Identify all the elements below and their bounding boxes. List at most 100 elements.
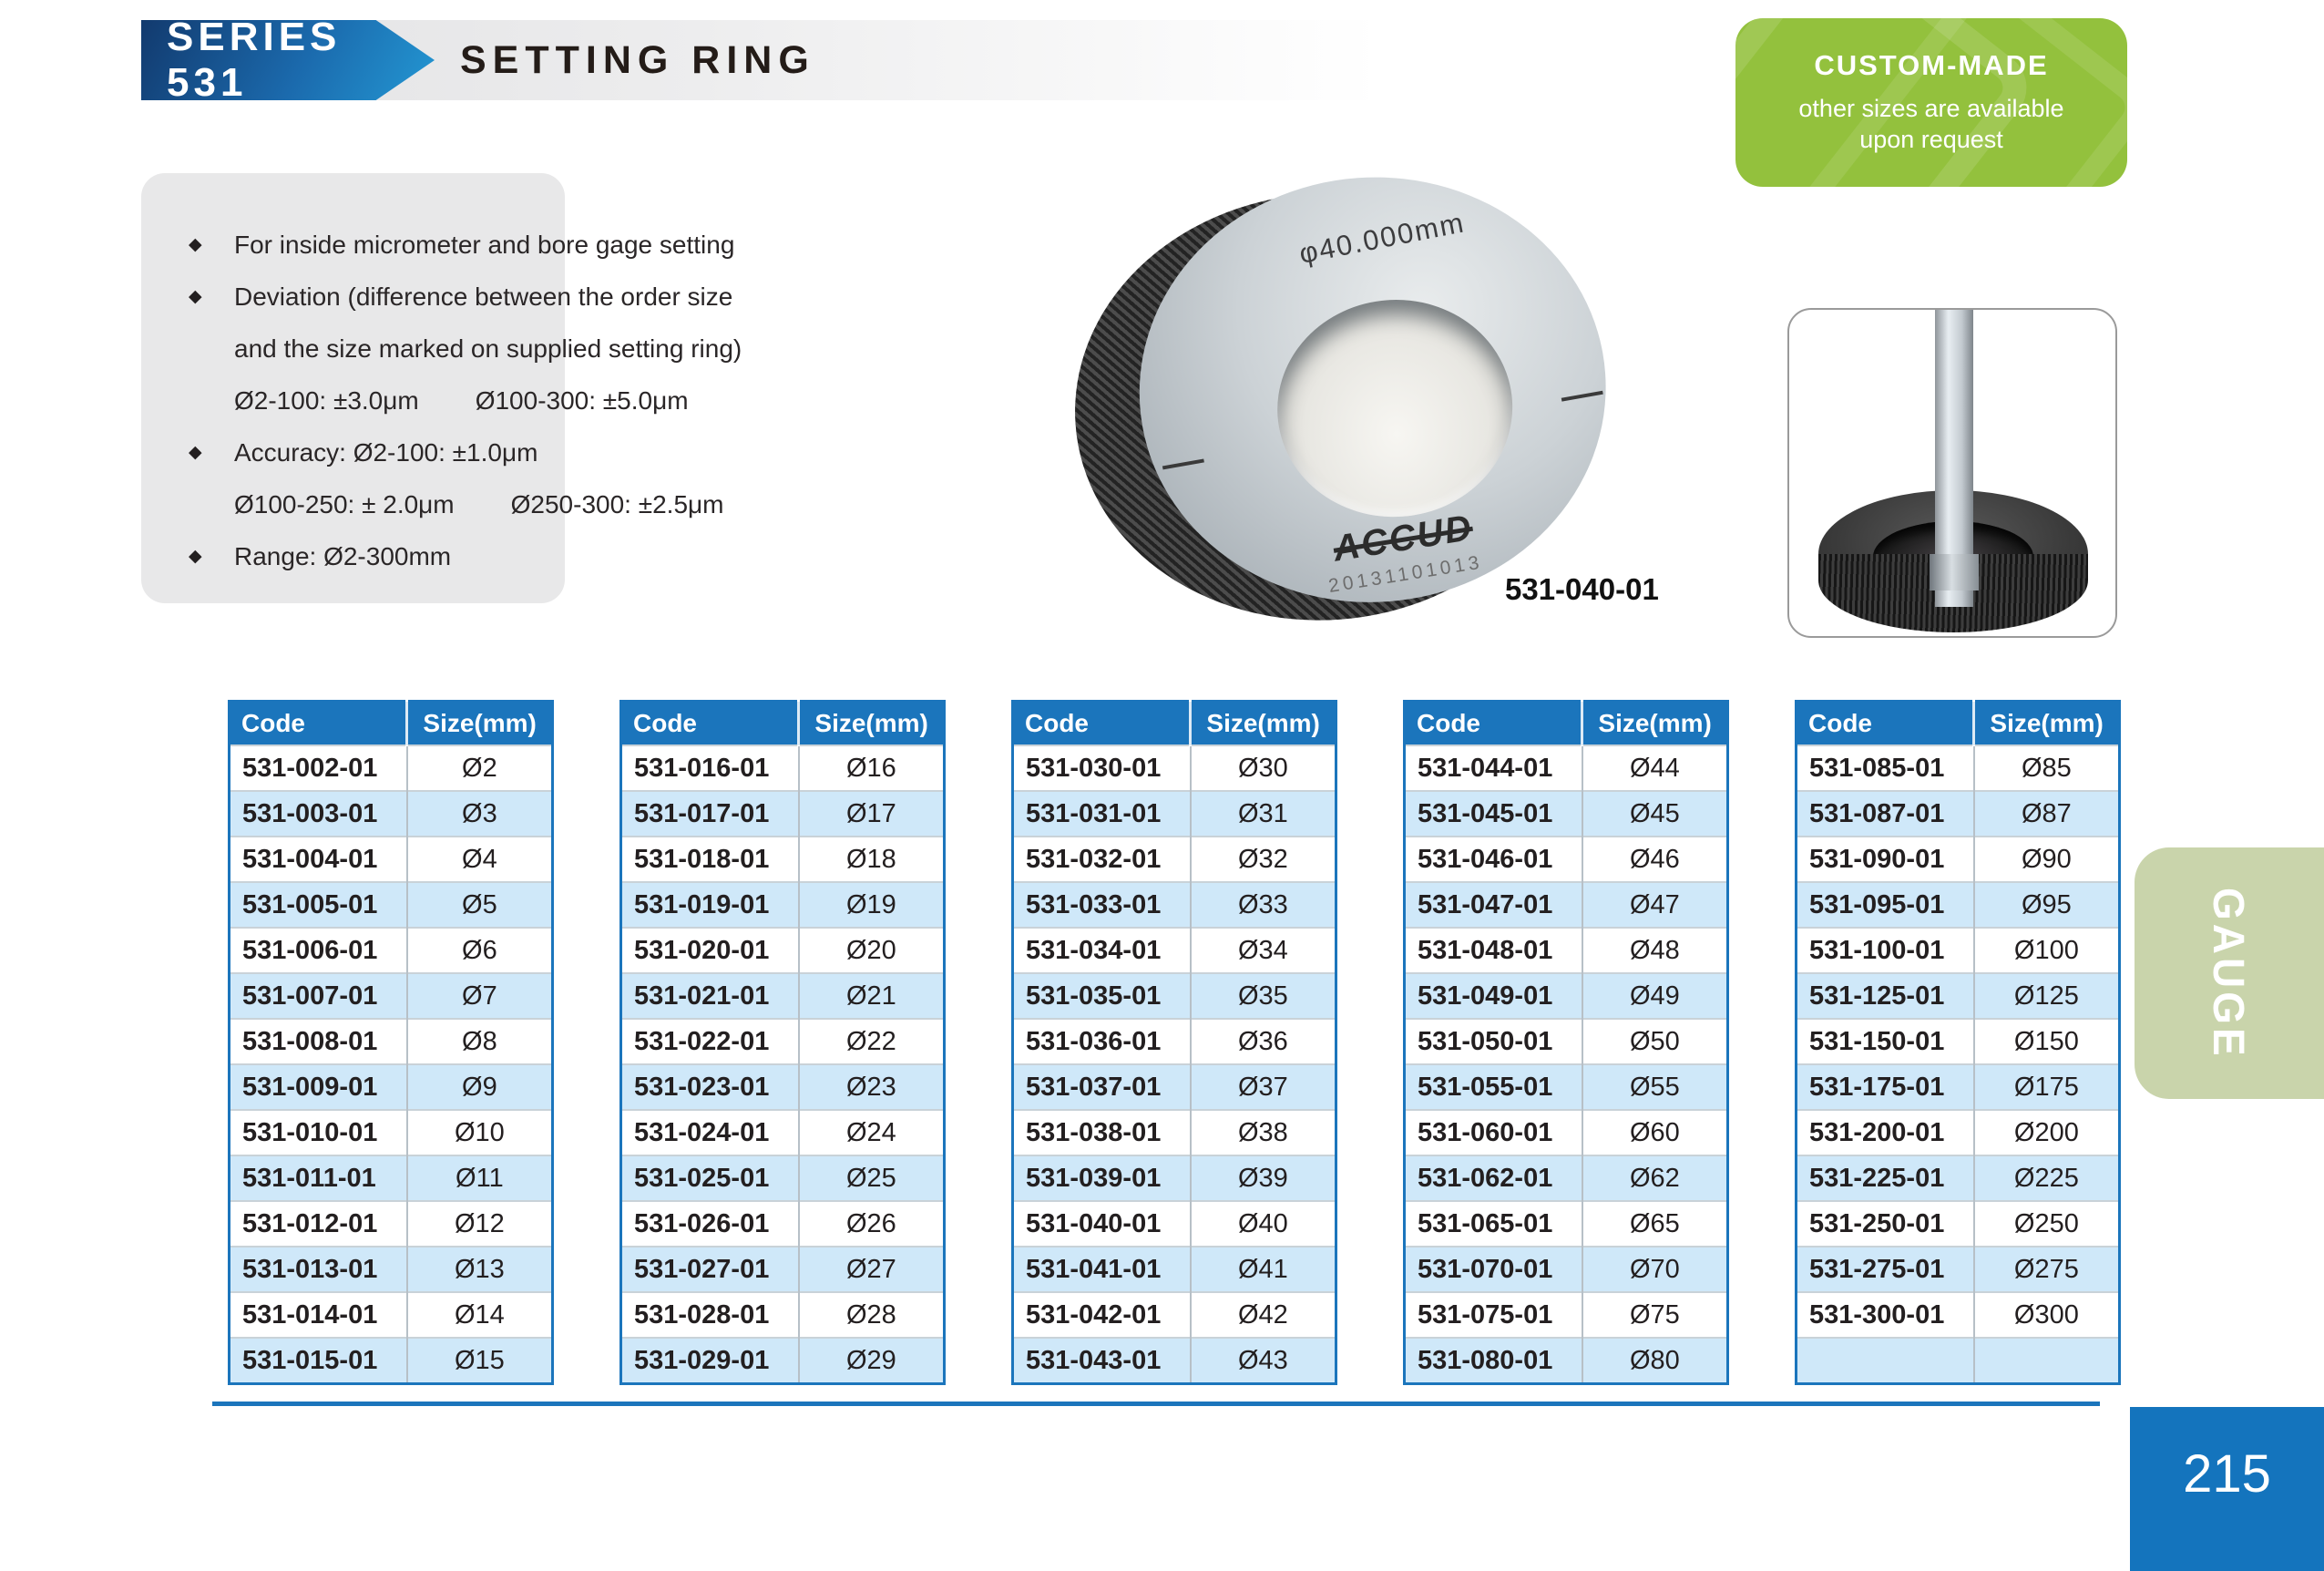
diamond-bullet-icon: ◆ [189,287,202,306]
size-cell: Ø31 [1189,790,1336,837]
code-cell: 531-005-01 [229,881,407,928]
table-row: 531-080-01 Ø80 [1404,1337,1728,1384]
code-cell: 531-020-01 [620,927,799,973]
diamond-bullet-icon: ◆ [189,443,202,462]
code-cell: 531-011-01 [229,1155,407,1201]
table-row: 531-027-01 Ø27 [620,1246,945,1292]
table-row: 531-085-01 Ø85 [1796,744,2120,791]
code-cell: 531-010-01 [229,1109,407,1155]
series-label: SERIES 531 [167,15,342,105]
size-cell: Ø44 [1581,744,1728,791]
table-row: 531-032-01 Ø32 [1012,836,1336,882]
code-cell: 531-043-01 [1012,1337,1191,1384]
code-cell: 531-041-01 [1012,1246,1191,1292]
diamond-bullet-icon: ◆ [189,235,202,254]
column-header: Size(mm) [1581,701,1728,745]
code-cell: 531-095-01 [1796,881,1974,928]
table-row: 531-007-01 Ø7 [229,972,553,1019]
feature-text: Accuracy: Ø2-100: ±1.0μm [234,438,538,467]
feature-line: and the size marked on supplied setting … [183,323,742,375]
table-row: 531-062-01 Ø62 [1404,1155,1728,1201]
column-header: Size(mm) [797,701,945,745]
code-cell: 531-031-01 [1012,790,1191,837]
table-row: 531-025-01 Ø25 [620,1155,945,1201]
code-cell: 531-062-01 [1404,1155,1582,1201]
table-row: 531-010-01 Ø10 [229,1109,553,1155]
feature-line: ◆ For inside micrometer and bore gage set… [183,219,734,271]
size-cell: Ø47 [1581,881,1728,928]
table-row: 531-275-01 Ø275 [1796,1246,2120,1292]
size-cell: Ø80 [1581,1337,1728,1384]
size-cell: Ø19 [797,881,945,928]
code-cell: 531-047-01 [1404,881,1582,928]
size-cell: Ø16 [797,744,945,791]
size-cell: Ø8 [405,1018,553,1064]
size-cell: Ø17 [797,790,945,837]
column-header: Code [1796,701,1974,745]
size-cell: Ø4 [405,836,553,882]
code-cell: 531-080-01 [1404,1337,1582,1384]
table-row: 531-037-01 Ø37 [1012,1063,1336,1110]
size-cell: Ø48 [1581,927,1728,973]
code-cell: 531-225-01 [1796,1155,1974,1201]
table-row: 531-100-01 Ø100 [1796,927,2120,973]
table-row: 531-150-01 Ø150 [1796,1018,2120,1064]
code-cell: 531-008-01 [229,1018,407,1064]
code-cell: 531-087-01 [1796,790,1974,837]
table-row: 531-030-01 Ø30 [1012,744,1336,791]
column-header: Code [620,701,799,745]
gauge-side-tab: GAUGE [2135,847,2324,1099]
page-number: 215 [2183,1444,2271,1504]
gauge-tab-label: GAUGE [2204,887,2255,1060]
size-cell: Ø37 [1189,1063,1336,1110]
table-row: 531-021-01 Ø21 [620,972,945,1019]
size-cell: Ø6 [405,927,553,973]
page-title: SETTING RING [460,37,815,82]
table-header-row: Code Size(mm) [229,701,553,745]
size-cell: Ø2 [405,744,553,791]
table-row: 531-046-01 Ø46 [1404,836,1728,882]
features-list: ◆ For inside micrometer and bore gage set… [183,219,742,582]
size-cell: Ø41 [1189,1246,1336,1292]
size-cell: Ø24 [797,1109,945,1155]
size-cell: Ø36 [1189,1018,1336,1064]
code-cell: 531-150-01 [1796,1018,1974,1064]
size-cell: Ø28 [797,1291,945,1338]
size-cell: Ø150 [1972,1018,2120,1064]
size-cell: Ø95 [1972,881,2120,928]
features-panel: ◆ For inside micrometer and bore gage set… [141,173,742,603]
code-cell: 531-100-01 [1796,927,1974,973]
code-cell: 531-049-01 [1404,972,1582,1019]
table-row: 531-038-01 Ø38 [1012,1109,1336,1155]
code-cell: 531-275-01 [1796,1246,1974,1292]
table-row: 531-055-01 Ø55 [1404,1063,1728,1110]
feature-text: Ø2-100: ±3.0μm [234,386,419,415]
size-cell: Ø46 [1581,836,1728,882]
code-cell: 531-013-01 [229,1246,407,1292]
code-cell: 531-040-01 [1012,1200,1191,1247]
code-cell: 531-030-01 [1012,744,1191,791]
table-header-row: Code Size(mm) [620,701,945,745]
spec-table: Code Size(mm) 531-002-01 Ø2 531-003-01 Ø3 531-… [228,700,554,1385]
table-row: 531-250-01 Ø250 [1796,1200,2120,1247]
table-row: 531-039-01 Ø39 [1012,1155,1336,1201]
feature-line: Ø100-250: ± 2.0μm Ø250-300: ±2.5μm [183,478,723,530]
code-cell: 531-029-01 [620,1337,799,1384]
badge-line-2: upon request [1859,126,2003,153]
feature-text: For inside micrometer and bore gage sett… [234,231,735,259]
code-cell: 531-037-01 [1012,1063,1191,1110]
code-cell: 531-016-01 [620,744,799,791]
code-cell: 531-038-01 [1012,1109,1191,1155]
table-row: 531-200-01 Ø200 [1796,1109,2120,1155]
table-row: 531-008-01 Ø8 [229,1018,553,1064]
code-cell: 531-009-01 [229,1063,407,1110]
size-cell: Ø21 [797,972,945,1019]
tables-row: Code Size(mm) 531-002-01 Ø2 531-003-01 Ø3 531-… [228,700,2130,1385]
size-cell [1972,1337,2120,1384]
table-row: 531-009-01 Ø9 [229,1063,553,1110]
feature-text: Deviation (difference between the order … [234,282,733,311]
size-cell: Ø32 [1189,836,1336,882]
size-cell: Ø85 [1972,744,2120,791]
table-row: 531-060-01 Ø60 [1404,1109,1728,1155]
